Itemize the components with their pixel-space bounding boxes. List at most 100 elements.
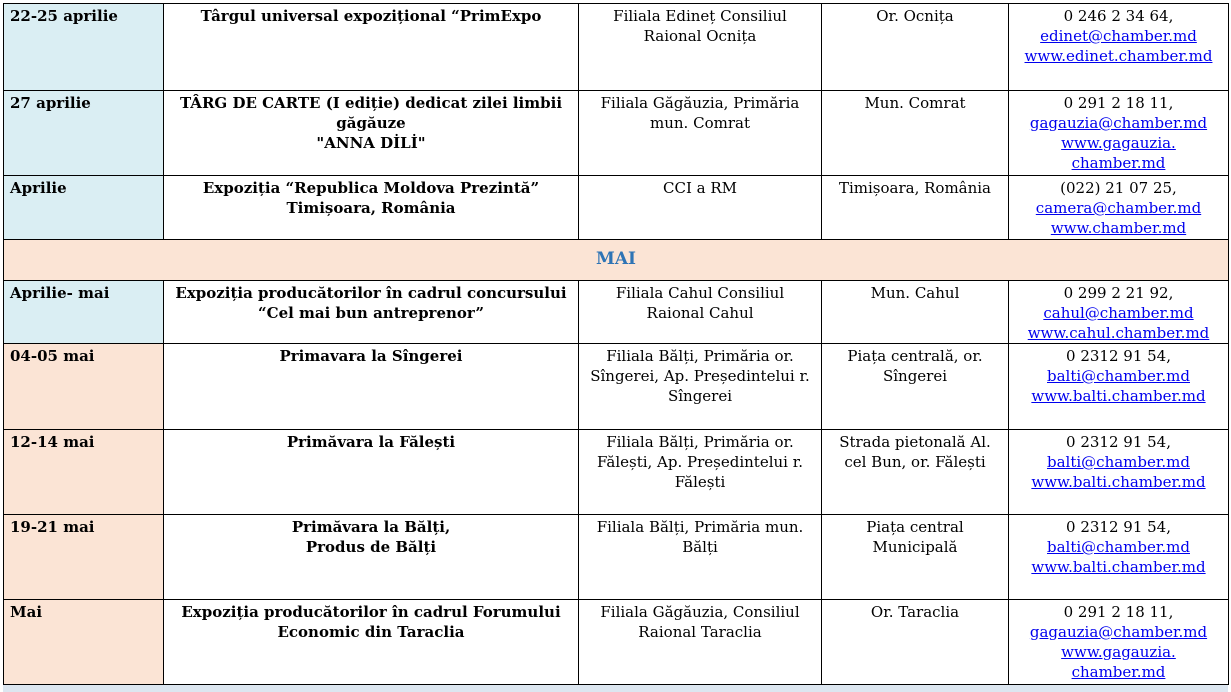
event-organizer: Filiala Găgăuzia, Consiliul Raional Tarac… [578,599,822,685]
organizer-line: Filiala Edineț Consiliul [613,7,787,25]
event-date: 19-21 mai [3,514,164,600]
location-line: Piața centrală, or. [847,347,983,365]
organizer-line: Filiala Găgăuzia, Primăria [600,94,800,112]
contact-phone: 0 291 2 18 11, [1063,603,1174,621]
event-contact: 0 291 2 18 11, gagauzia@chamber.md www.gag… [1008,599,1229,685]
event-title-line: “Cel mai bun antreprenor” [258,304,484,322]
event-title: TÂRG DE CARTE (I ediție) dedicat zilei l… [163,90,579,176]
event-organizer: CCI a RM [578,175,822,240]
event-location: Piața central Municipală [821,514,1009,600]
contact-phone: 0 246 2 34 64, [1063,7,1174,25]
event-date: 27 aprilie [3,90,164,176]
event-location: Piața centrală, or. Sîngerei [821,343,1009,430]
organizer-line: Filiala Bălți, Primăria or. [606,347,794,365]
event-contact: 0 246 2 34 64, edinet@chamber.md www.edine… [1008,3,1229,91]
organizer-line: Fălești [674,473,726,491]
table-row: Aprilie Expoziția “Republica Moldova Prez… [3,175,1229,240]
location-line: Timișoara, România [838,179,992,197]
organizer-line: Raional Cahul [646,304,754,322]
event-title-line: Târgul universal expozițional “PrimExpo [200,7,542,25]
contact-website-link[interactable]: www.cahul.chamber.md [1027,324,1210,342]
location-line: Strada pietonală Al. [839,433,991,451]
contact-phone: 0 291 2 18 11, [1063,94,1174,112]
organizer-line: Filiala Bălți, Primăria or. [606,433,794,451]
event-title-line: Economic din Taraclia [277,623,465,641]
event-location: Mun. Cahul [821,280,1009,344]
contact-email-link[interactable]: balti@chamber.md [1047,367,1190,385]
contact-email-link[interactable]: edinet@chamber.md [1040,27,1197,45]
contact-email-link[interactable]: cahul@chamber.md [1043,304,1194,322]
contact-website-link[interactable]: www.gagauzia. [1061,134,1176,152]
contact-website-link[interactable]: chamber.md [1071,154,1166,172]
event-title-line: TÂRG DE CARTE (I ediție) dedicat zilei l… [179,94,563,112]
event-title: Expoziția “Republica Moldova Prezintă” Ti… [163,175,579,240]
organizer-line: Fălești, Ap. Președintelui r. [596,453,804,471]
table-row: 19-21 mai Primăvara la Bălți, Produs de Bă… [3,514,1229,600]
event-organizer: Filiala Cahul Consiliul Raional Cahul [578,280,822,344]
location-line: Sîngerei [882,367,948,385]
event-title-line: Primăvara la Fălești [286,433,456,451]
event-title-line: Primavara la Sîngerei [279,347,463,365]
event-organizer: Filiala Bălți, Primăria or. Sîngerei, Ap.… [578,343,822,430]
contact-website-link[interactable]: www.balti.chamber.md [1031,558,1206,576]
event-title: Expoziția producătorilor în cadrul Forum… [163,599,579,685]
contact-email-link[interactable]: gagauzia@chamber.md [1029,114,1208,132]
contact-phone: 0 2312 91 54, [1066,518,1171,536]
contact-website-link[interactable]: www.gagauzia. [1061,643,1176,661]
organizer-line: Bălți [682,538,718,556]
event-organizer: Filiala Bălți, Primăria mun. Bălți [578,514,822,600]
contact-website-link[interactable]: www.chamber.md [1050,219,1187,237]
organizer-line: Sîngerei, Ap. Președintelui r. [590,367,810,385]
organizer-line: Filiala Cahul Consiliul [615,284,785,302]
table-row: 27 aprilie TÂRG DE CARTE (I ediție) dedic… [3,90,1229,176]
event-location: Or. Ocnița [821,3,1009,91]
event-title-line: Timișoara, România [286,199,456,217]
location-line: Mun. Cahul [870,284,960,302]
month-header-row: MAI [3,239,1229,281]
event-location: Strada pietonală Al. cel Bun, or. Fălești [821,429,1009,515]
contact-email-link[interactable]: camera@chamber.md [1035,199,1202,217]
contact-website-link[interactable]: www.balti.chamber.md [1031,473,1206,491]
location-line: Or. Ocnița [876,7,954,25]
table-row: Aprilie- mai Expoziția producătorilor în … [3,280,1229,344]
contact-phone: (022) 21 07 25, [1060,179,1177,197]
event-contact: 0 299 2 21 92, cahul@chamber.md www.cahul.… [1008,280,1229,344]
event-title: Primăvara la Bălți, Produs de Bălți [163,514,579,600]
event-date: Aprilie- mai [3,280,164,344]
event-location: Mun. Comrat [821,90,1009,176]
event-title: Primavara la Sîngerei [163,343,579,430]
contact-email-link[interactable]: balti@chamber.md [1047,453,1190,471]
contact-email-link[interactable]: balti@chamber.md [1047,538,1190,556]
contact-website-link[interactable]: www.balti.chamber.md [1031,387,1206,405]
event-title-line: Expoziția “Republica Moldova Prezintă” [202,179,540,197]
event-date: 04-05 mai [3,343,164,430]
location-line: Or. Taraclia [870,603,960,621]
contact-email-link[interactable]: gagauzia@chamber.md [1029,623,1208,641]
organizer-line: Filiala Găgăuzia, Consiliul [600,603,800,621]
event-title-line: Expoziția producătorilor în cadrul Forum… [181,603,561,621]
contact-website-link[interactable]: chamber.md [1071,663,1166,681]
location-line: cel Bun, or. Fălești [844,453,986,471]
month-header: MAI [3,239,1229,281]
event-contact: (022) 21 07 25, camera@chamber.md www.cham… [1008,175,1229,240]
table-row: 22-25 aprilie Târgul universal expozițion… [3,3,1229,91]
event-date: Aprilie [3,175,164,240]
event-organizer: Filiala Bălți, Primăria or. Fălești, Ap. … [578,429,822,515]
event-date: 22-25 aprilie [3,3,164,91]
event-contact: 0 2312 91 54, balti@chamber.md www.balti.c… [1008,343,1229,430]
events-table: 22-25 aprilie Târgul universal expozițion… [3,3,1229,685]
organizer-line: Sîngerei [667,387,733,405]
event-contact: 0 291 2 18 11, gagauzia@chamber.md www.gag… [1008,90,1229,176]
table-row: Mai Expoziția producătorilor în cadrul Fo… [3,599,1229,685]
event-title-line: "ANNA DİLİ" [316,134,426,152]
event-title: Expoziția producătorilor în cadrul concu… [163,280,579,344]
event-contact: 0 2312 91 54, balti@chamber.md www.balti.c… [1008,514,1229,600]
contact-website-link[interactable]: www.edinet.chamber.md [1024,47,1213,65]
contact-phone: 0 2312 91 54, [1066,433,1171,451]
table-row: 12-14 mai Primăvara la Fălești Filiala Băl… [3,429,1229,515]
event-organizer: Filiala Edineț Consiliul Raional Ocnița [578,3,822,91]
organizer-line: Raional Ocnița [643,27,757,45]
organizer-line: mun. Comrat [650,114,750,132]
contact-phone: 0 2312 91 54, [1066,347,1171,365]
event-title: Târgul universal expozițional “PrimExpo [163,3,579,91]
